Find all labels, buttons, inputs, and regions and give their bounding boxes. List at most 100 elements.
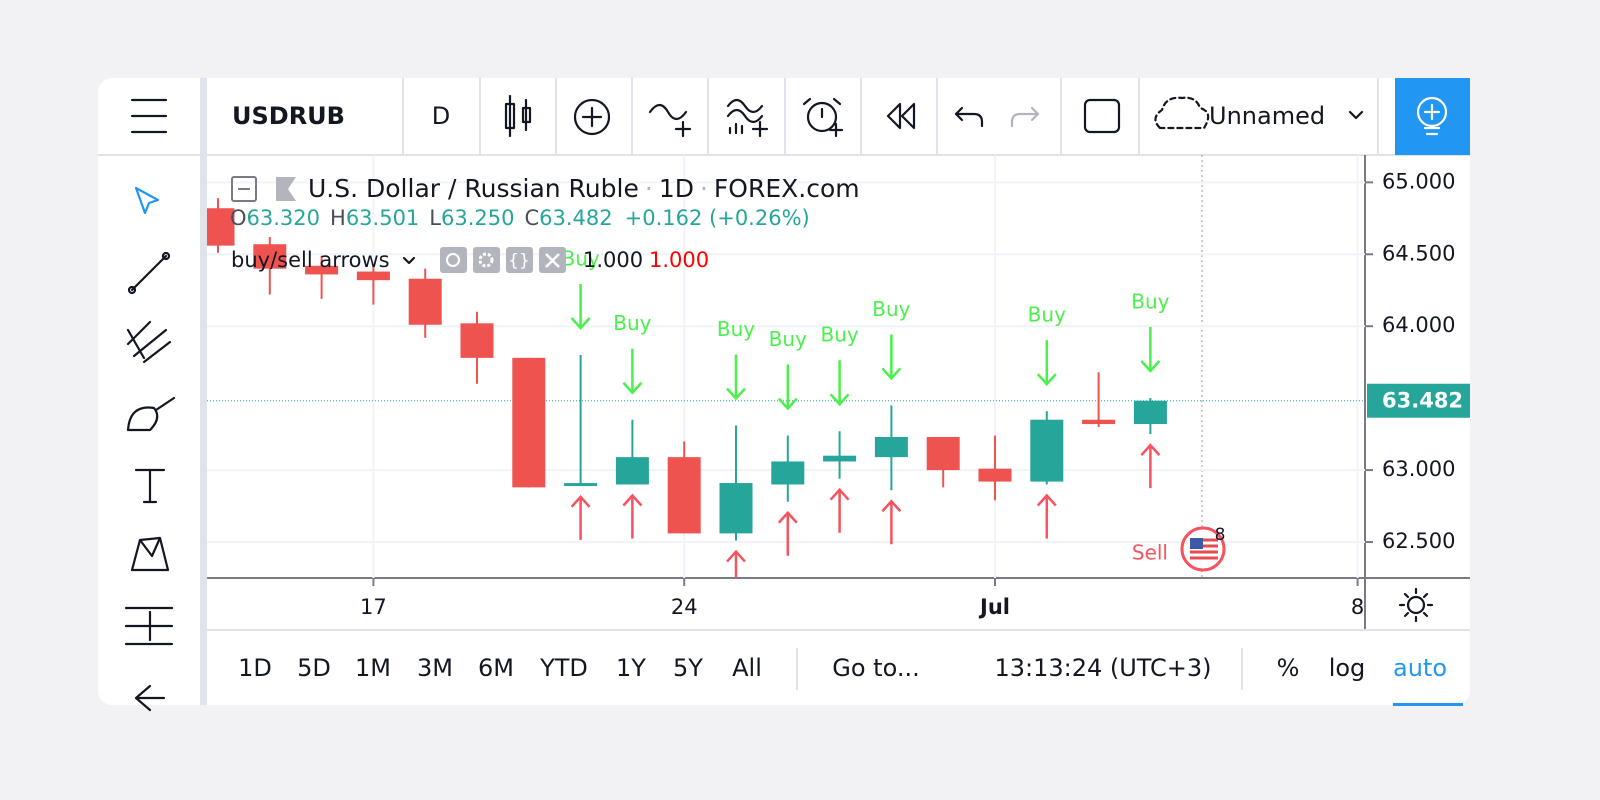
layout-name[interactable]: Unnamed (1209, 102, 1325, 130)
y-tick-label: 64.500 (1382, 241, 1455, 265)
text-tool[interactable] (134, 468, 166, 504)
x-tick-label: 24 (671, 595, 698, 619)
cursor-tool[interactable] (134, 186, 160, 215)
change: +0.162 (+0.26%) (625, 206, 810, 230)
scale-option[interactable]: % (1277, 654, 1300, 682)
candle-body (1133, 400, 1167, 425)
indicators-button[interactable] (648, 103, 692, 138)
range-button[interactable]: 6M (478, 654, 514, 682)
fullscreen-button[interactable] (1083, 98, 1121, 134)
candle-body (305, 265, 339, 275)
candle-body (667, 457, 701, 534)
interval[interactable]: D (432, 102, 450, 130)
measure-tool[interactable] (124, 606, 174, 646)
candle-body (1082, 419, 1116, 425)
buy-arrow (1036, 340, 1057, 386)
ohlc-key: H (330, 206, 346, 230)
exchange: FOREX.com (714, 174, 860, 203)
buy-arrow (570, 283, 591, 330)
brush-tool[interactable] (126, 396, 176, 432)
legend-interval: 1D (659, 174, 694, 203)
indicator-input: 1.000 (583, 248, 643, 272)
buy-arrow (1140, 327, 1161, 373)
range-button[interactable]: 1M (355, 654, 391, 682)
ohlc-value: 63.250 (441, 206, 514, 230)
candle-body (719, 483, 753, 534)
cloud-icon (1154, 96, 1210, 130)
y-tick-label: 63.000 (1382, 457, 1455, 481)
compare-button[interactable] (573, 98, 611, 136)
range-button[interactable]: 5Y (673, 654, 703, 682)
pattern-tool[interactable] (130, 536, 170, 572)
sell-label: Sell (1132, 541, 1168, 565)
x-tick-label: Jul (978, 595, 1010, 619)
candle-body (207, 208, 235, 246)
replay-button[interactable] (886, 102, 916, 130)
buy-arrow (829, 360, 850, 407)
panel (98, 78, 1470, 705)
range-button[interactable]: 1Y (616, 654, 646, 682)
y-tick-label: 65.000 (1382, 169, 1455, 193)
symbol-name: U.S. Dollar / Russian Ruble (308, 174, 639, 203)
scale-option[interactable]: auto (1393, 654, 1447, 682)
sell-arrow (829, 487, 850, 533)
menu-button[interactable] (130, 98, 168, 134)
hide-toolbar[interactable] (134, 684, 166, 712)
line-tool[interactable] (127, 251, 171, 295)
sell-arrow (622, 493, 643, 539)
dot: · (700, 174, 708, 203)
ohlc-key: C (524, 206, 539, 230)
ohlc-value: 63.320 (247, 206, 320, 230)
buy-arrow (622, 348, 643, 395)
candle-body (615, 457, 649, 485)
range-button[interactable]: 5D (297, 654, 331, 682)
last-price-label: 63.482 (1382, 389, 1463, 413)
undo-button[interactable] (954, 106, 984, 128)
sell-arrow (570, 495, 591, 540)
candle-body (771, 461, 805, 485)
layout-menu[interactable] (1348, 110, 1364, 120)
buy-label: Buy (1131, 290, 1169, 314)
bulb-icon (1416, 96, 1448, 136)
bottom-bar: 1D 5D 1M 3M 6M YTD 1Y 5Y All Go to... 13:13:24 (UT… (238, 654, 1447, 682)
indicator-buttons[interactable]: {} (440, 247, 566, 273)
ohlc-value: 63.482 (539, 206, 612, 230)
buy-label: Buy (872, 297, 910, 321)
chart-style-button[interactable] (504, 94, 532, 138)
range-button[interactable]: All (732, 654, 762, 682)
goto-button[interactable]: Go to... (832, 654, 919, 682)
collapse-button[interactable] (231, 176, 257, 202)
symbol[interactable]: USDRUB (232, 102, 345, 130)
legend-title: U.S. Dollar / Russian Ruble · 1D · FOREX.com (308, 174, 860, 203)
flag-blue (1190, 538, 1203, 549)
candle-body (564, 483, 598, 487)
auto-indicator (1393, 703, 1463, 706)
candle-body (926, 437, 960, 471)
scale-option[interactable]: log (1329, 654, 1366, 682)
buy-label: Buy (561, 246, 599, 270)
toolbar-separators (402, 78, 1379, 155)
alert-button[interactable] (802, 97, 844, 138)
range-button[interactable]: YTD (539, 654, 588, 682)
range-button[interactable]: 3M (417, 654, 453, 682)
indicator-menu[interactable] (402, 256, 416, 265)
buy-label: Buy (820, 323, 858, 347)
range-button[interactable]: 1D (238, 654, 272, 682)
ohlc-value: 63.501 (346, 206, 419, 230)
ohlc-key: O (230, 206, 247, 230)
sell-arrow (726, 549, 746, 578)
divider (200, 78, 207, 705)
fib-tool[interactable] (126, 320, 172, 364)
grid (207, 155, 1365, 578)
candle-body (408, 278, 442, 325)
settings-button[interactable] (1398, 587, 1434, 623)
candle-body (253, 244, 287, 269)
indicator-name: buy/sell arrows (231, 248, 390, 272)
x-tick-label: 17 (360, 595, 387, 619)
buy-label: Buy (717, 317, 755, 341)
templates-button[interactable] (726, 98, 769, 138)
dot: · (645, 174, 653, 203)
events-badge: 8 (1215, 525, 1226, 545)
sell-arrow (881, 499, 902, 545)
